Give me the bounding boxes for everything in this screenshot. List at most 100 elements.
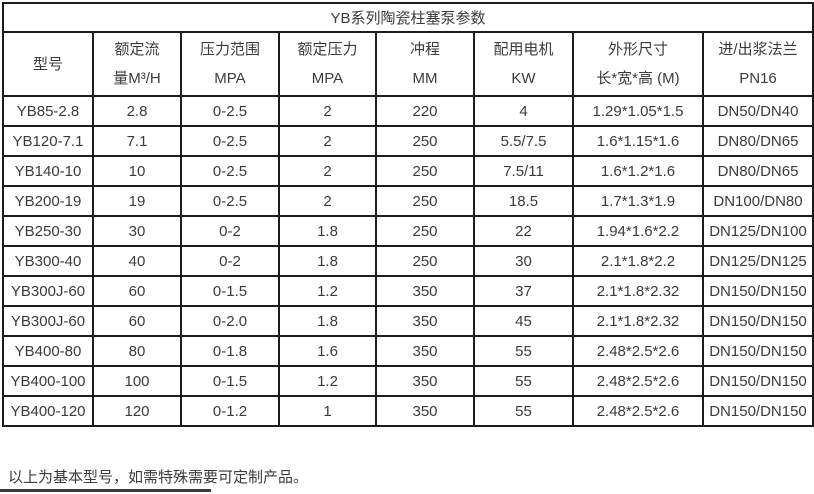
table-row: YB400-100 100 0-1.5 1.2 350 55 2.48*2.5*2.6 DN1… (2, 365, 814, 397)
column-header: 额定流量M³/H (92, 31, 182, 97)
column-header-line2: PN16 (739, 70, 777, 87)
table-cell: 55 (473, 335, 574, 367)
table-cell: 0-2.5 (180, 125, 280, 157)
column-header: 外形尺寸 长*宽*高 (M) (572, 31, 704, 97)
table-cell: 0-2.5 (180, 95, 280, 127)
table-cell: 120 (92, 395, 182, 427)
column-header-line1: 冲程 (409, 41, 440, 58)
table-cell: 2 (278, 95, 377, 127)
column-header-line2: MPA (214, 70, 246, 87)
table-cell: 60 (92, 275, 182, 307)
table-row: YB200-19 19 0-2.5 2 250 18.5 1.7*1.3*1.9 DN100/… (2, 185, 814, 217)
title-row: YB系列陶瓷柱塞泵参数 (1, 2, 814, 33)
column-header: 压力范围 MPA (180, 31, 280, 97)
table-cell: 1.6*1.15*1.6 (572, 125, 704, 157)
table-cell: 2.8 (92, 95, 182, 127)
table-cell: YB400-80 (2, 335, 94, 367)
column-header-line1: 额定流 (114, 41, 160, 58)
table-cell: 30 (473, 245, 574, 277)
column-header-line1: 型号 (32, 55, 63, 73)
column-header-line2: MM (412, 70, 438, 87)
table-cell: YB400-120 (2, 395, 94, 427)
table-cell: YB85-2.8 (2, 95, 94, 127)
table-cell: 4 (473, 95, 574, 127)
table-cell: 55 (473, 395, 574, 427)
table-row: YB250-30 30 0-2 1.8 250 22 1.94*1.6*2.2 DN125/D… (2, 215, 814, 247)
table-cell: DN150/DN150 (701, 305, 814, 337)
table-cell: 1 (278, 395, 377, 427)
table-cell: DN100/DN80 (701, 185, 814, 217)
table-cell: 350 (375, 335, 475, 367)
table-body: YB85-2.8 2.8 0-2.5 2 220 4 1.29*1.05*1.5 DN50/D… (2, 95, 814, 427)
table-cell: 2 (278, 155, 377, 187)
table-cell: 1.6 (278, 335, 377, 367)
table-cell: 2.48*2.5*2.6 (572, 395, 704, 427)
table-cell: DN150/DN150 (701, 365, 814, 397)
column-header-line2: 量M³/H (113, 70, 161, 87)
column-header: 冲程 MM (375, 31, 475, 97)
table-cell: 250 (375, 185, 475, 217)
partial-divider (0, 489, 211, 492)
column-header-line1: 进/出浆法兰 (718, 41, 798, 58)
table-cell: 37 (473, 275, 574, 307)
table-cell: DN50/DN40 (701, 95, 814, 127)
table-cell: DN150/DN150 (701, 275, 814, 307)
table-cell: DN150/DN150 (701, 395, 814, 427)
table-row: YB85-2.8 2.8 0-2.5 2 220 4 1.29*1.05*1.5 DN50/D… (2, 95, 814, 127)
table-cell: 80 (92, 335, 182, 367)
table-cell: 1.8 (278, 305, 377, 337)
table-cell: 350 (375, 395, 475, 427)
table-cell: DN80/DN65 (701, 125, 814, 157)
table-cell: 250 (375, 245, 475, 277)
table-cell: 40 (92, 245, 182, 277)
table-cell: 0-1.8 (180, 335, 280, 367)
column-header-line1: 配用电机 (493, 41, 554, 58)
table-row: YB300-40 40 0-2 1.8 250 30 2.1*1.8*2.2 DN125/DN… (2, 245, 814, 277)
table-cell: YB300J-60 (2, 275, 94, 307)
table-cell: 2.1*1.8*2.2 (572, 245, 704, 277)
table-cell: 1.8 (278, 245, 377, 277)
table-cell: 55 (473, 365, 574, 397)
table-cell: 0-2.0 (180, 305, 280, 337)
table-cell: 350 (375, 365, 475, 397)
table-cell: YB400-100 (2, 365, 94, 397)
pump-spec-table: YB系列陶瓷柱塞泵参数 型号 额定流量M³/H 压力范围 MPA 额定压力 MPA 冲程 MM… (1, 2, 814, 427)
table-cell: 1.6*1.2*1.6 (572, 155, 704, 187)
table-cell: YB300J-60 (2, 305, 94, 337)
table-row: YB400-80 80 0-1.8 1.6 350 55 2.48*2.5*2.6 DN150… (2, 335, 814, 367)
table-cell: 7.5/11 (473, 155, 574, 187)
table-cell: 2.1*1.8*2.32 (572, 275, 704, 307)
table-cell: 350 (375, 305, 475, 337)
table-cell: 2.48*2.5*2.6 (572, 335, 704, 367)
table-row: YB300J-60 60 0-2.0 1.8 350 45 2.1*1.8*2.32 DN15… (2, 305, 814, 337)
table-cell: 19 (92, 185, 182, 217)
table-cell: 2 (278, 125, 377, 157)
table-cell: 0-2 (180, 215, 280, 247)
table-cell: 10 (92, 155, 182, 187)
table-cell: 5.5/7.5 (473, 125, 574, 157)
table-cell: DN80/DN65 (701, 155, 814, 187)
table-cell: 250 (375, 215, 475, 247)
table-cell: 1.7*1.3*1.9 (572, 185, 704, 217)
table-cell: 250 (375, 125, 475, 157)
column-header-line1: 额定压力 (297, 41, 358, 58)
table-cell: 1.94*1.6*2.2 (572, 215, 704, 247)
column-header-line1: 压力范围 (199, 41, 260, 58)
column-header: 进/出浆法兰 PN16 (701, 31, 814, 97)
column-header: 额定压力 MPA (278, 31, 377, 97)
table-cell: 2 (278, 185, 377, 217)
table-cell: 220 (375, 95, 475, 127)
table-cell: 18.5 (473, 185, 574, 217)
table-row: YB120-7.1 7.1 0-2.5 2 250 5.5/7.5 1.6*1.15*1.6… (2, 125, 814, 157)
table-cell: YB120-7.1 (2, 125, 94, 157)
table-cell: 0-2.5 (180, 155, 280, 187)
table-cell: 0-2 (180, 245, 280, 277)
column-header-line2: MPA (311, 70, 344, 87)
column-header: 配用电机 KW (473, 31, 574, 97)
table-cell: 350 (375, 275, 475, 307)
column-header-line1: 外形尺寸 (607, 41, 668, 58)
table-cell: 7.1 (92, 125, 182, 157)
table-row: YB300J-60 60 0-1.5 1.2 350 37 2.1*1.8*2.32 DN15… (2, 275, 814, 307)
table-cell: 1.2 (278, 365, 377, 397)
table-cell: YB300-40 (2, 245, 94, 277)
